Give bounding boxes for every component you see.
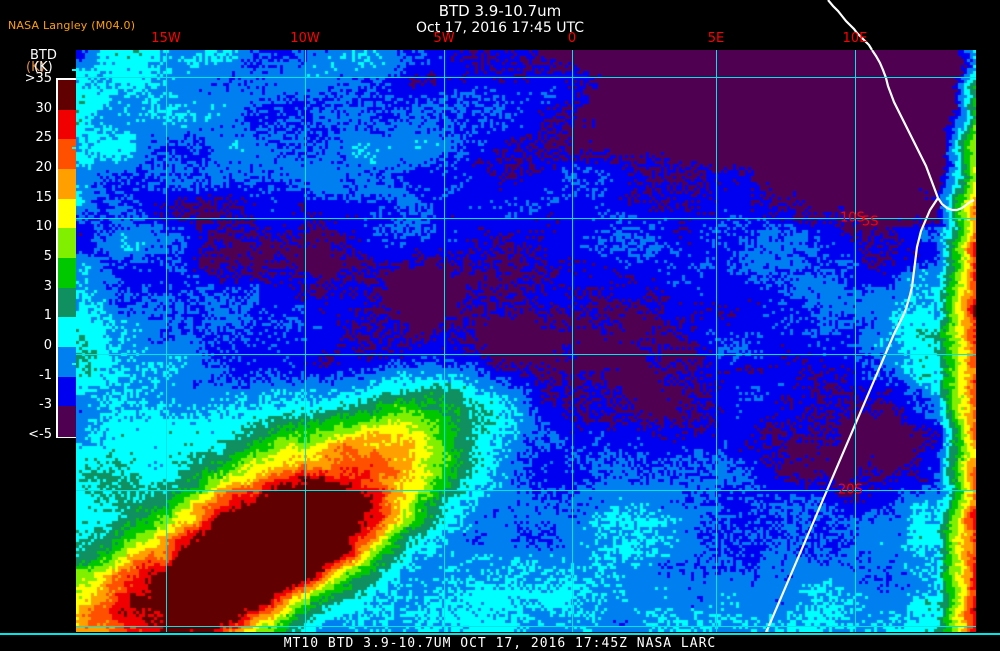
colorbar-tick-label: 3 — [43, 278, 52, 294]
page-subtitle: Oct 17, 2016 17:45 UTC — [416, 20, 584, 36]
gridline-parallel — [76, 490, 976, 491]
colorbar-band — [58, 109, 76, 140]
longitude-label: 5W — [433, 31, 455, 46]
colorbar-tick-label: 30 — [35, 100, 52, 116]
longitude-label: 15W — [151, 31, 181, 46]
legend-unit-shadow: (K) — [26, 60, 45, 75]
colorbar[interactable] — [56, 78, 78, 438]
footer-divider — [0, 633, 1000, 635]
latitude-label: 5S — [862, 214, 879, 230]
btd-raster — [76, 50, 976, 632]
gridline-meridian — [444, 50, 445, 632]
coastline — [904, 197, 939, 310]
page-title: BTD 3.9-10.7um — [438, 2, 562, 20]
colorbar-band — [58, 80, 76, 111]
colorbar-band — [58, 347, 76, 378]
longitude-label: 10W — [290, 31, 320, 46]
satellite-map[interactable] — [76, 50, 976, 632]
gridline-parallel — [76, 77, 976, 78]
legend-unit-group: (K) (K) — [26, 60, 86, 76]
gridline-parallel — [76, 354, 976, 355]
colorbar-tick-label: 15 — [35, 189, 52, 205]
colorbar-band — [58, 228, 76, 259]
gridline-meridian — [166, 50, 167, 632]
colorbar-tick-label: <-5 — [28, 427, 52, 442]
gridline-parallel — [76, 626, 976, 627]
gridline-meridian — [855, 50, 856, 632]
gridline-meridian — [572, 50, 573, 632]
latitude-label: 20S — [838, 482, 863, 498]
latitude-label: 10S — [840, 210, 865, 226]
footer-status: MT10 BTD 3.9-10.7UM OCT 17, 2016 17:45Z … — [283, 636, 717, 651]
provider-label: NASA Langley (M04.0) — [8, 19, 136, 32]
colorbar-band — [58, 406, 76, 437]
colorbar-tick-label: 0 — [43, 338, 52, 353]
gridline-meridian — [305, 50, 306, 632]
legend-unit-label: (K) — [34, 60, 53, 75]
gridline-parallel — [76, 218, 976, 219]
coastline — [765, 308, 908, 632]
colorbar-tick-label: 25 — [35, 130, 52, 146]
colorbar-band — [58, 287, 76, 318]
colorbar-tick-label: 20 — [35, 160, 52, 175]
colorbar-tick-label: 1 — [43, 308, 52, 324]
colorbar-tick-labels: >35 30 25 20 15 10 5 3 1 0 -1 -3 <-5 — [0, 70, 52, 450]
longitude-label: 0 — [567, 31, 577, 46]
coastline-overhang — [827, 0, 873, 50]
longitude-label: 10E — [842, 31, 868, 46]
colorbar-tick-label: 10 — [35, 219, 52, 235]
colorbar-band — [58, 198, 76, 229]
colorbar-tick-label: 5 — [43, 249, 52, 264]
coastline — [871, 50, 975, 212]
colorbar-tick-label: >35 — [24, 71, 52, 86]
legend-title: BTD — [30, 48, 57, 63]
gridline-meridian — [716, 50, 717, 632]
colorbar-band — [58, 317, 76, 348]
colorbar-band — [58, 376, 76, 407]
longitude-label: 5E — [707, 31, 725, 46]
colorbar-tick-label: -1 — [39, 367, 52, 383]
colorbar-band — [58, 169, 76, 200]
colorbar-band — [58, 258, 76, 289]
colorbar-tick-label: -3 — [39, 397, 52, 413]
coastline-overlay — [765, 50, 975, 632]
colorbar-band — [58, 139, 76, 170]
